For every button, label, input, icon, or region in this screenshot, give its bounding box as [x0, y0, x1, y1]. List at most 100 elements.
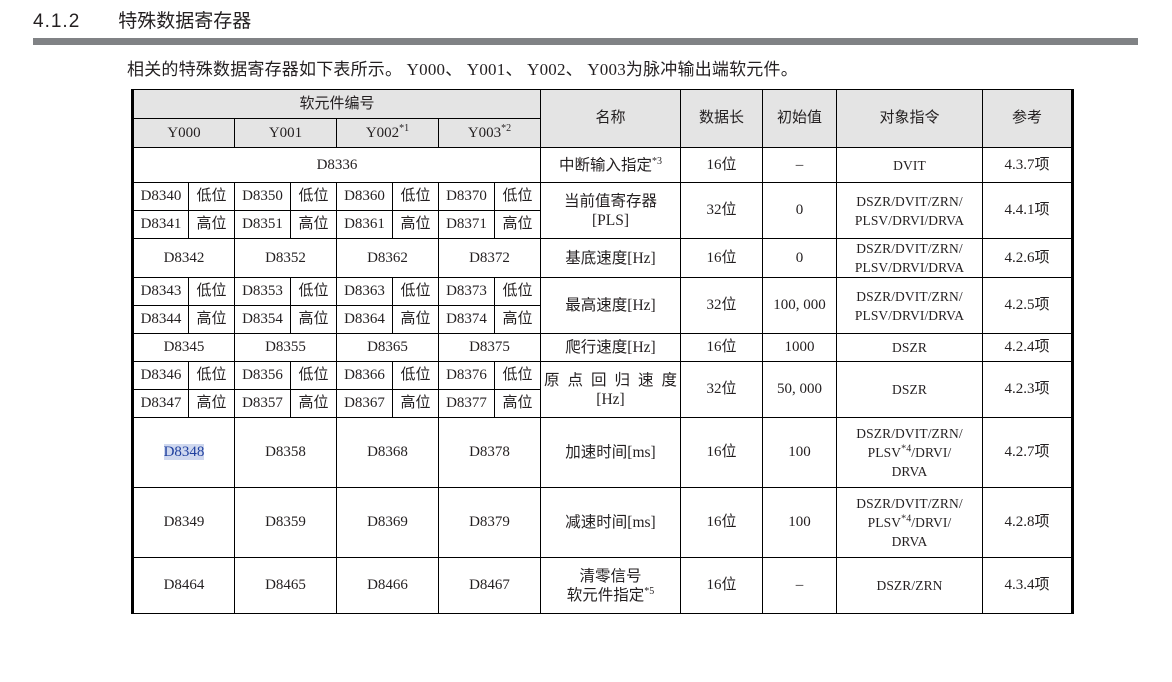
table-row: D8342 D8352 D8362 D8372 基底速度[Hz] 16位 0 D… [131, 238, 1074, 278]
device-cell: D8368 [336, 417, 439, 488]
row-instruction: DSZR/ZRN [836, 557, 983, 614]
bit-label-high: 高位 [290, 305, 337, 334]
device-cell: D8355 [234, 333, 337, 362]
footnote-mark-5: *5 [644, 585, 655, 597]
table-row: D8347 高位 D8357 高位 D8367 高位 D8377 高位 [131, 389, 1073, 418]
device-cell: D8341 [131, 210, 189, 239]
row-name: 加速时间[ms] [540, 417, 681, 488]
footnote-mark-1: *1 [399, 122, 410, 134]
device-cell: D8350 [234, 182, 291, 211]
row-name: 清零信号 软元件指定*5 [540, 557, 681, 614]
table-row: D8343 低位 D8353 低位 D8363 低位 D8373 低位 最高速度… [131, 277, 1074, 334]
device-cell: D8340 [131, 182, 189, 211]
row-datalength: 16位 [680, 147, 763, 183]
table-row: D8344 高位 D8354 高位 D8364 高位 D8374 高位 [131, 305, 1073, 334]
device-cell: D8344 [131, 305, 189, 334]
instruction-line2-a: PLSV [867, 445, 902, 460]
bit-label-low: 低位 [188, 277, 235, 306]
device-cell: D8465 [234, 557, 337, 614]
device-cell: D8359 [234, 487, 337, 558]
header-device-y000-label: Y000 [167, 124, 201, 141]
section-heading: 4.1.2 特殊数据寄存器 [33, 6, 251, 33]
row-initial-value: 100 [762, 487, 837, 558]
row-name: 中断输入指定*3 [540, 147, 681, 183]
table-header-row-1: 软元件编号 名称 数据长 初始值 对象指令 参考 [131, 89, 1074, 148]
row-name: 最高速度[Hz] [540, 277, 681, 334]
footnote-mark-2: *2 [501, 122, 512, 134]
instruction-line3: DRVA [891, 464, 928, 479]
device-cell: D8367 [336, 389, 393, 418]
bit-label-low: 低位 [494, 361, 541, 390]
device-cell-selected-label[interactable]: D8348 [163, 444, 205, 460]
bit-label-low: 低位 [392, 182, 439, 211]
row-datalength: 16位 [680, 557, 763, 614]
intro-paragraph: 相关的特殊数据寄存器如下表所示。 Y000、 Y001、 Y002、 Y003为… [127, 60, 798, 79]
instruction-line1: DSZR/DVIT/ZRN/ [856, 241, 963, 256]
row-instruction: DSZR/DVIT/ZRN/ PLSV/DRVI/DRVA [836, 277, 983, 334]
row-name: 爬行速度[Hz] [540, 333, 681, 362]
device-cell: D8364 [336, 305, 393, 334]
row-initial-value: 100, 000 [762, 277, 837, 334]
row-reference: 4.2.4项 [982, 333, 1074, 362]
table-row: D8336 中断输入指定*3 16位 – DVIT 4.3.7项 [131, 147, 1074, 183]
row-reference: 4.3.4项 [982, 557, 1074, 614]
device-cell: D8366 [336, 361, 393, 390]
bit-label-high: 高位 [392, 305, 439, 334]
header-device-y002-label: Y002 [365, 124, 400, 141]
device-cell: D8374 [438, 305, 495, 334]
row-initial-value: 0 [762, 182, 837, 239]
row-name-line2: [Hz] [596, 390, 625, 408]
device-cell: D8363 [336, 277, 393, 306]
instruction-line1: DSZR/DVIT/ZRN/ [856, 193, 963, 209]
row-datalength: 32位 [680, 361, 763, 418]
bit-label-low: 低位 [392, 361, 439, 390]
heading-rule [33, 38, 1138, 45]
bit-label-high: 高位 [392, 389, 439, 418]
bit-label-low: 低位 [290, 361, 337, 390]
row-name: 原点回归速度 [Hz] [540, 361, 681, 418]
instruction-line2-a: PLSV [867, 515, 902, 530]
table-header-row-2: Y000 Y001 Y002*1 Y003*2 [131, 118, 1073, 148]
row-instruction: DVIT [836, 147, 983, 183]
instruction-line2: PLSV*4/DRVI/ [840, 443, 979, 462]
device-cell: D8347 [131, 389, 189, 418]
row-datalength: 32位 [680, 277, 763, 334]
row-name-line2: 软元件指定*5 [544, 586, 677, 605]
header-device-y000: Y000 [131, 118, 235, 148]
row-name-line1: 原点回归速度 [544, 371, 677, 389]
instruction-line2: PLSV*4/DRVI/ [840, 513, 979, 532]
device-cell: D8369 [336, 487, 439, 558]
device-cell: D8467 [438, 557, 541, 614]
row-name: 减速时间[ms] [540, 487, 681, 558]
row-initial-value: – [762, 147, 837, 183]
bit-label-low: 低位 [188, 361, 235, 390]
instruction-line1: DSZR/DVIT/ZRN/ [856, 426, 963, 441]
table-row: D8346 低位 D8356 低位 D8366 低位 D8376 低位 原点回归… [131, 361, 1074, 418]
header-device-y001: Y001 [234, 118, 337, 148]
device-cell: D8357 [234, 389, 291, 418]
row-instruction: DSZR [836, 361, 983, 418]
row-reference: 4.2.5项 [982, 277, 1074, 334]
device-cell: D8358 [234, 417, 337, 488]
row-reference: 4.2.6项 [982, 238, 1074, 278]
header-device-y003: Y003*2 [438, 118, 541, 148]
device-cell-selected[interactable]: D8348 [131, 417, 235, 488]
bit-label-high: 高位 [494, 210, 541, 239]
device-cell: D8343 [131, 277, 189, 306]
table-row: D8464 D8465 D8466 D8467 清零信号 软元件指定*5 16位… [131, 557, 1074, 614]
row-reference: 4.2.3项 [982, 361, 1074, 418]
bit-label-high: 高位 [188, 389, 235, 418]
row-reference: 4.3.7项 [982, 147, 1074, 183]
device-cell: D8377 [438, 389, 495, 418]
device-cell: D8466 [336, 557, 439, 614]
row-instruction: DSZR/DVIT/ZRN/ PLSV/DRVI/DRVA [836, 238, 983, 278]
device-cell: D8361 [336, 210, 393, 239]
row-name-text: 中断输入指定 [558, 156, 652, 174]
device-cell: D8360 [336, 182, 393, 211]
row-datalength: 16位 [680, 238, 763, 278]
bit-label-high: 高位 [290, 210, 337, 239]
device-cell: D8342 [131, 238, 235, 278]
row-initial-value: 1000 [762, 333, 837, 362]
row-instruction: DSZR [836, 333, 983, 362]
header-device-group: 软元件编号 [131, 89, 541, 119]
